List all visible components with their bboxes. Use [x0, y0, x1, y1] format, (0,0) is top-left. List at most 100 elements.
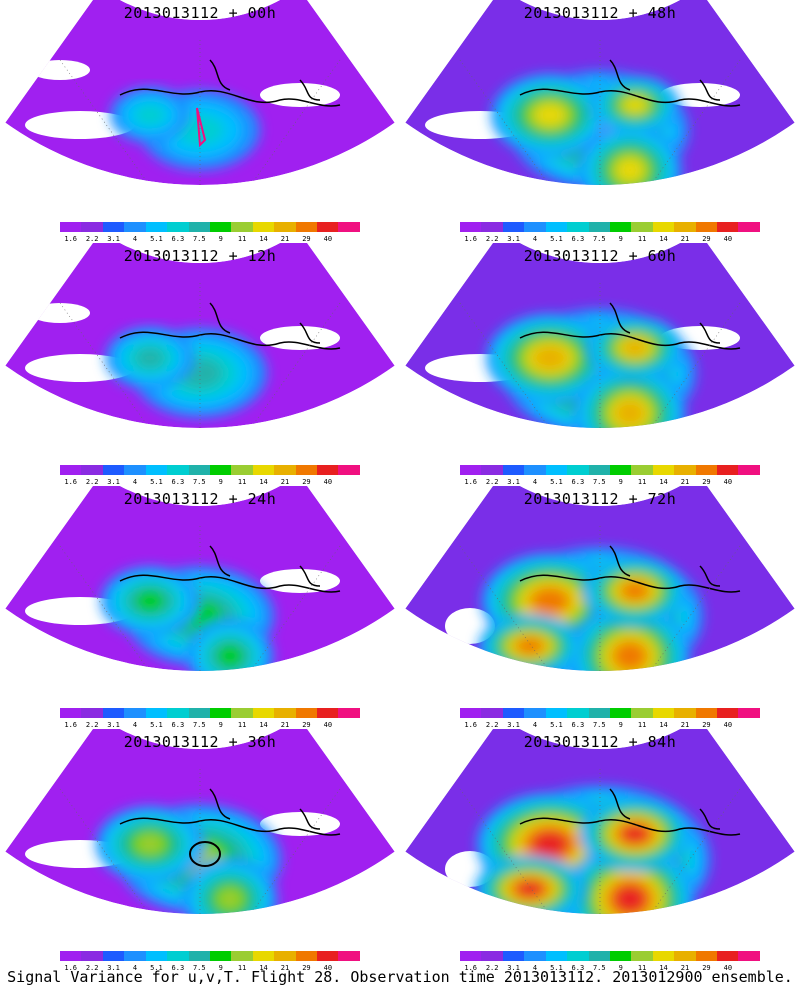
colorbar-labels: 1.6 2.2 3.1 4 5.1 6.3 7.5 9 11 14 21 29 40 — [55, 964, 365, 974]
variance-map — [5, 486, 395, 671]
colorbar-swatch — [460, 951, 482, 961]
colorbar-swatch — [652, 951, 675, 961]
colorbar-swatch — [609, 708, 632, 718]
colorbar-swatch — [274, 222, 296, 232]
coastline — [119, 302, 341, 350]
colorbar-label: 21 — [680, 478, 690, 486]
colorbar-swatch — [481, 465, 503, 475]
colorbar-label: 4 — [532, 964, 538, 972]
colorbar-swatch — [567, 222, 589, 232]
colorbar-label: 5.1 — [150, 478, 163, 486]
colorbar-swatch — [609, 222, 632, 232]
colorbar — [460, 951, 760, 961]
colorbar-swatch — [338, 222, 360, 232]
colorbar-labels: 1.6 2.2 3.1 4 5.1 6.3 7.5 9 11 14 21 29 40 — [55, 478, 365, 488]
colorbar-swatch — [631, 951, 653, 961]
colorbar-label: 29 — [702, 721, 711, 729]
colorbar-swatch — [188, 708, 210, 718]
colorbar-labels: 1.6 2.2 3.1 4 5.1 6.3 7.5 9 11 14 21 29 40 — [455, 235, 765, 245]
colorbar-swatch — [567, 708, 589, 718]
forecast-panel: 2013013112 + 60h 1.6 2.2 3.1 4 5.1 6.3 7.5 9 11 14… — [400, 243, 800, 488]
colorbar-label: 9 — [218, 478, 223, 486]
colorbar-label: 3.1 — [507, 478, 520, 486]
colorbar-label: 3.1 — [507, 964, 520, 972]
colorbar-label: 40 — [723, 964, 733, 972]
colorbar-label: 1.6 — [464, 235, 478, 243]
colorbar-label: 29 — [302, 235, 311, 243]
colorbar-label: 2.2 — [85, 964, 99, 972]
colorbar-label: 40 — [723, 721, 733, 729]
colorbar-swatch — [674, 222, 696, 232]
variance-map — [405, 243, 795, 428]
colorbar-label: 4 — [532, 721, 538, 729]
coastline — [519, 302, 741, 350]
colorbar-swatch — [124, 222, 146, 232]
colorbar-swatch — [167, 951, 189, 961]
colorbar-label: 2.2 — [85, 235, 99, 243]
colorbar-swatch — [231, 951, 253, 961]
colorbar-swatch — [274, 708, 296, 718]
colorbar-swatch — [695, 222, 718, 232]
colorbar-swatch — [145, 222, 168, 232]
colorbar-swatch — [102, 222, 125, 232]
colorbar-swatch — [167, 222, 189, 232]
colorbar-swatch — [124, 708, 146, 718]
colorbar-label: 7.5 — [592, 721, 606, 729]
colorbar-swatch — [567, 951, 589, 961]
colorbar-swatch — [317, 951, 339, 961]
colorbar-label: 14 — [259, 478, 268, 486]
colorbar-label: 9 — [218, 235, 223, 243]
colorbar-label: 14 — [659, 478, 668, 486]
colorbar-label: 29 — [302, 721, 311, 729]
colorbar-swatch — [167, 708, 189, 718]
variance-map — [5, 729, 395, 914]
colorbar-label: 2.2 — [485, 964, 499, 972]
colorbar-label: 14 — [259, 721, 268, 729]
colorbar-label: 3.1 — [507, 721, 520, 729]
colorbar-swatch — [295, 465, 318, 475]
colorbar-label: 14 — [259, 964, 268, 972]
colorbar-label: 11 — [237, 721, 247, 729]
colorbar-swatch — [60, 951, 82, 961]
coastline — [119, 788, 341, 836]
colorbar-swatch — [295, 222, 318, 232]
colorbar-label: 6.3 — [571, 235, 585, 243]
colorbar-label: 4 — [532, 235, 538, 243]
colorbar-label: 4 — [132, 964, 138, 972]
colorbar-swatch — [652, 465, 675, 475]
panel-title: 2013013112 + 84h — [523, 733, 677, 751]
colorbar-swatch — [102, 465, 125, 475]
colorbar-label: 1.6 — [464, 478, 478, 486]
colorbar-swatch — [295, 708, 318, 718]
variance-map — [405, 729, 795, 914]
colorbar-swatch — [102, 708, 125, 718]
colorbar-swatch — [145, 708, 168, 718]
panel-title: 2013013112 + 12h — [123, 247, 277, 265]
colorbar-swatch — [102, 951, 125, 961]
colorbar-swatch — [145, 465, 168, 475]
colorbar-swatch — [695, 465, 718, 475]
colorbar-swatch — [588, 222, 610, 232]
colorbar-label: 6.3 — [171, 964, 185, 972]
variance-map — [5, 243, 395, 428]
colorbar-swatch — [695, 951, 718, 961]
colorbar-label: 40 — [723, 478, 733, 486]
colorbar-label: 40 — [323, 964, 333, 972]
colorbar — [460, 708, 760, 718]
colorbar-label: 1.6 — [64, 721, 78, 729]
colorbar-swatch — [524, 951, 546, 961]
colorbar-label: 29 — [702, 964, 711, 972]
colorbar-swatch — [545, 465, 568, 475]
coastline — [519, 788, 741, 836]
colorbar-swatch — [652, 708, 675, 718]
colorbar-swatch — [81, 465, 103, 475]
colorbar-label: 5.1 — [150, 964, 163, 972]
colorbar-swatch — [60, 222, 82, 232]
colorbar-swatch — [502, 708, 525, 718]
colorbar-label: 6.3 — [571, 478, 585, 486]
colorbar-label: 1.6 — [64, 478, 78, 486]
colorbar — [60, 222, 360, 232]
colorbar-label: 4 — [132, 235, 138, 243]
colorbar-swatch — [209, 951, 232, 961]
colorbar-label: 6.3 — [171, 721, 185, 729]
